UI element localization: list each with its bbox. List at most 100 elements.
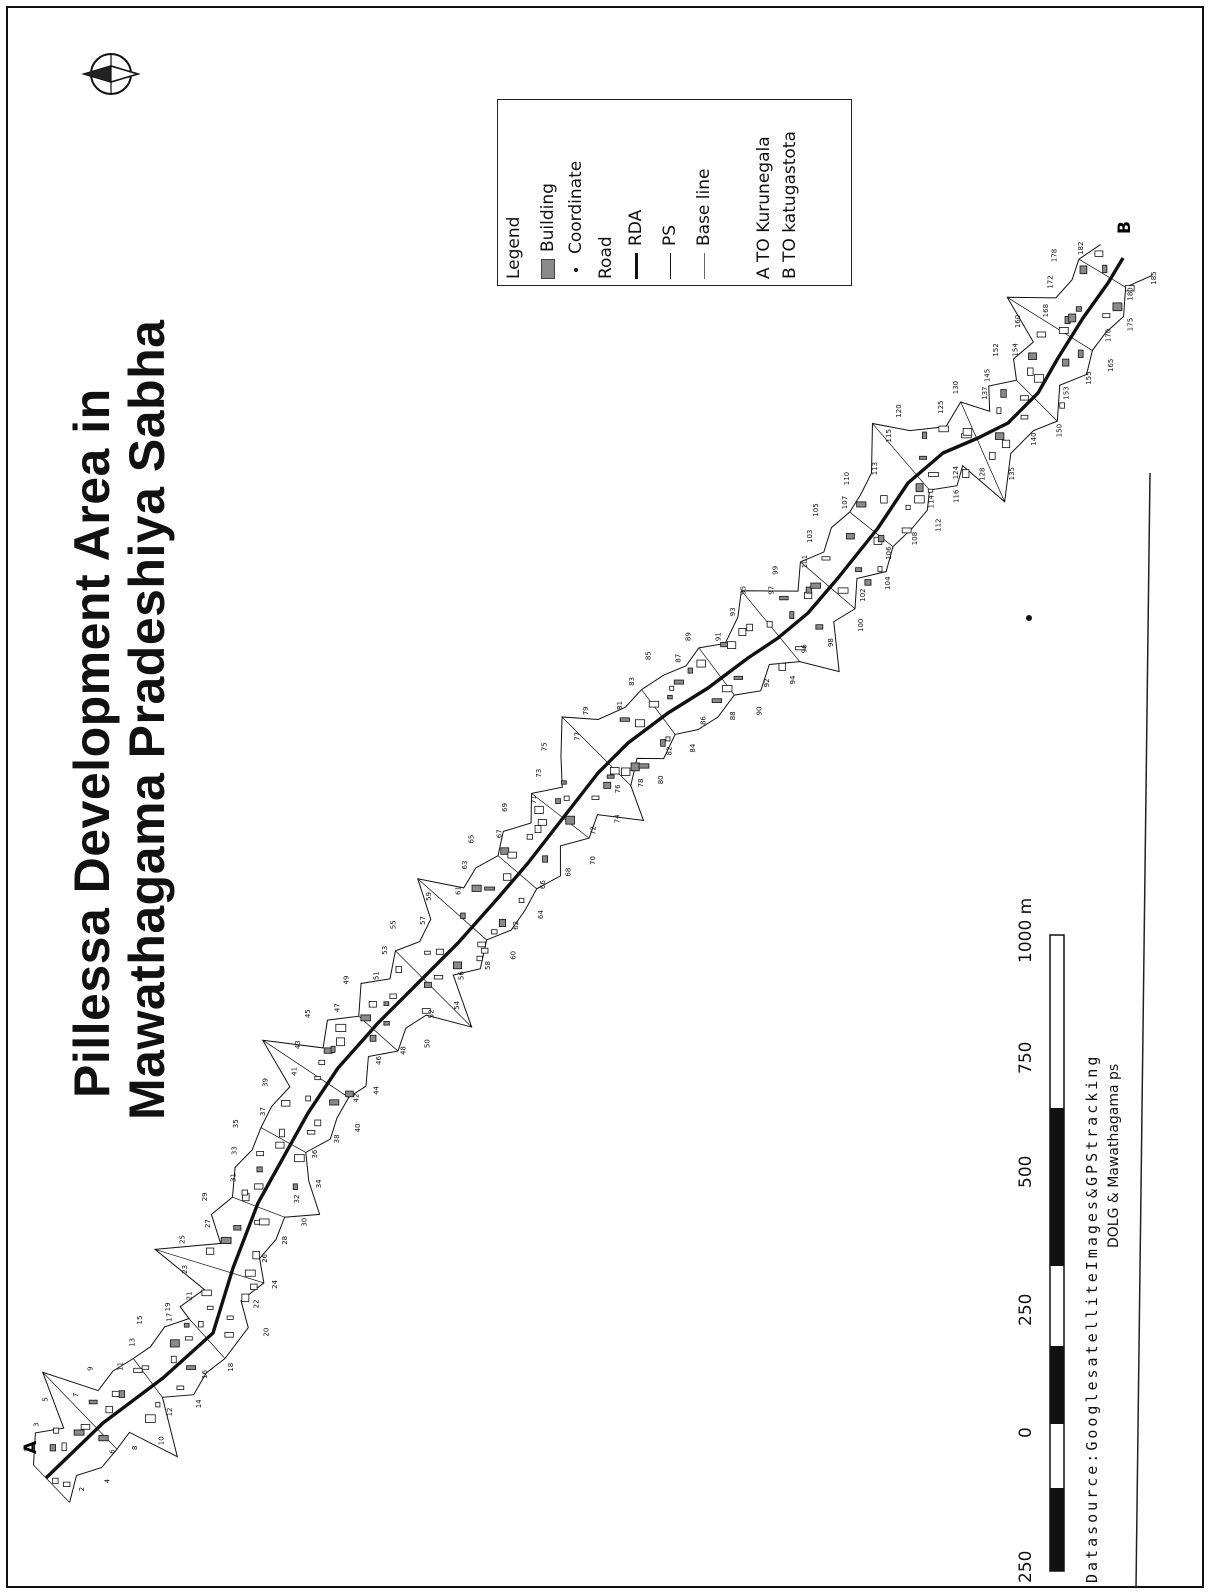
building-footprint	[260, 1219, 269, 1225]
parcel-number-label: 24	[271, 1279, 279, 1288]
building-footprint	[54, 1428, 59, 1433]
parcel-number-label: 20	[262, 1328, 270, 1337]
parcel-number-label: 75	[540, 742, 548, 751]
parcel-number-label: 114	[928, 494, 936, 508]
building-footprint	[639, 764, 649, 768]
building-footprint	[635, 720, 644, 727]
scale-bar	[1048, 933, 1070, 1573]
parcel-number-label: 135	[1008, 467, 1016, 480]
building-footprint	[361, 1015, 371, 1021]
building-footprint	[556, 799, 561, 804]
parcel-number-label: 92	[763, 678, 771, 687]
building-footprint	[538, 819, 546, 825]
building-footprint	[282, 1100, 290, 1106]
building-footprint	[929, 472, 939, 476]
endpoint-a-label: A	[21, 1440, 41, 1454]
building-footprint	[767, 622, 772, 627]
parcel-number-label: 154	[1011, 343, 1019, 357]
parcel-number-label: 170	[1104, 329, 1112, 342]
scale-segment-black-3	[1050, 1488, 1064, 1571]
parcel-number-label: 106	[885, 546, 893, 560]
parcel-number-label: 29	[201, 1192, 209, 1201]
parcel-number-label: 128	[979, 467, 987, 480]
building-footprint	[878, 535, 884, 541]
parcel-number-label: 12	[166, 1407, 174, 1416]
parcel-number-label: 11	[117, 1362, 125, 1371]
parcel-number-label: 94	[789, 675, 797, 684]
parcel-number-label: 42	[352, 1094, 360, 1103]
building-footprint	[384, 1021, 389, 1025]
parcel-number-label: 85	[645, 651, 653, 660]
parcel-number-label: 52	[428, 1009, 436, 1018]
parcel-number-label: 130	[952, 381, 960, 394]
parcel-number-label: 14	[195, 1399, 203, 1408]
parcel-number-label: 95	[740, 586, 748, 595]
building-footprint	[245, 1270, 255, 1276]
building-footprint	[99, 1435, 108, 1440]
parcel-number-label: 90	[755, 707, 763, 716]
building-footprint	[279, 1129, 284, 1137]
parcel-number-label: 54	[453, 1000, 461, 1009]
building-footprint	[434, 975, 442, 979]
scale-label-left-250: 250	[1016, 1551, 1036, 1583]
parcel-number-label: 45	[304, 1009, 312, 1018]
parcel-number-label: 112	[934, 518, 942, 531]
parcel-number-label: 172	[1046, 275, 1054, 288]
building-footprint	[504, 874, 511, 881]
parcel-number-label: 49	[343, 976, 351, 985]
building-footprint	[221, 1237, 231, 1243]
building-footprint	[816, 625, 823, 629]
building-footprint	[856, 568, 862, 572]
parcel-number-label: 60	[509, 951, 517, 960]
parcel-number-label: 30	[301, 1218, 309, 1227]
parcel-number-labels: 1234567891011121314151617181920212223242…	[23, 242, 1157, 1492]
building-footprint	[508, 852, 517, 858]
parcel-number-label: 3	[32, 1422, 40, 1426]
building-footprint	[330, 1100, 339, 1105]
parcel-number-label: 47	[333, 1003, 341, 1012]
parcel-number-label: 6	[108, 1449, 116, 1454]
parcel-number-label: 46	[375, 1056, 383, 1065]
building-footprint	[621, 768, 630, 776]
parcel-number-label: 116	[952, 489, 960, 503]
parcel-number-label: 36	[311, 1149, 319, 1158]
parcel-number-label: 32	[293, 1195, 301, 1204]
building-footprint	[472, 885, 481, 891]
building-footprint	[251, 1284, 257, 1289]
scale-label-500: 500	[1016, 1156, 1036, 1188]
building-footprint	[607, 775, 614, 778]
parcel-number-label: 26	[261, 1253, 269, 1262]
parcel-number-label: 74	[614, 814, 622, 823]
scale-label-0: 0	[1016, 1427, 1036, 1438]
development-area-map: 1234567891011121314151617181920212223242…	[8, 8, 1204, 1588]
building-footprint	[916, 484, 923, 492]
building-footprint	[187, 1366, 196, 1370]
building-footprint	[436, 949, 443, 954]
parcel-number-label: 96	[801, 644, 809, 653]
parcel-number-label: 48	[400, 1046, 408, 1055]
building-footprint	[881, 496, 888, 503]
parcel-number-label: 27	[204, 1219, 212, 1228]
parcel-number-label: 140	[1030, 432, 1038, 445]
parcel-number-label: 51	[372, 971, 380, 980]
building-footprint	[207, 1306, 213, 1309]
parcel-number-label: 53	[381, 946, 389, 955]
building-footprint	[865, 580, 871, 586]
building-footprint	[543, 856, 548, 862]
parcel-number-label: 38	[333, 1134, 341, 1143]
endpoint-b-label: B	[1115, 221, 1135, 234]
parcel-number-label: 67	[496, 829, 504, 838]
building-footprint	[1037, 332, 1046, 337]
building-footprint	[535, 806, 544, 813]
parcel-number-label: 185	[1150, 271, 1158, 284]
building-footprint	[145, 1415, 155, 1423]
parcel-number-label: 13	[129, 1338, 137, 1347]
building-footprint	[62, 1443, 66, 1451]
building-footprint	[722, 686, 732, 692]
parcel-number-label: 120	[895, 404, 903, 417]
building-footprint	[939, 426, 948, 432]
parcel-number-label: 64	[537, 910, 545, 919]
building-footprint	[739, 628, 746, 635]
building-footprint	[425, 951, 431, 954]
parcel-number-label: 82	[665, 747, 673, 756]
